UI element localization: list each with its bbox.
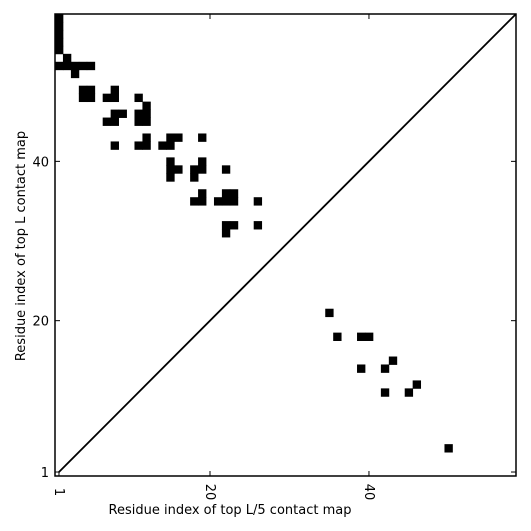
contact-cell-top-l (253, 221, 263, 230)
contact-cell-top-l5 (357, 364, 366, 373)
contact-cell-top-l (142, 117, 151, 126)
contact-cell-top-l (229, 197, 239, 206)
contact-cell-top-l5 (364, 332, 374, 341)
contact-cell-top-l5 (380, 364, 390, 373)
contact-cell-top-l (142, 109, 151, 118)
contact-cell-top-l (55, 45, 64, 55)
contact-cell-top-l (221, 229, 231, 238)
contact-cell-top-l (55, 21, 64, 31)
contact-cell-top-l5 (412, 380, 422, 389)
contact-cell-top-l (166, 157, 175, 166)
contact-cell-top-l (102, 93, 112, 103)
contact-cell-top-l (78, 93, 88, 103)
x-tick-label: 1 (51, 488, 66, 496)
contact-cell-top-l5 (357, 332, 366, 341)
contact-cell-top-l (134, 93, 143, 103)
contact-cell-top-l (78, 85, 88, 95)
contact-cell-top-l (198, 197, 207, 206)
contact-cell-top-l (229, 189, 239, 198)
contact-cell-top-l (198, 133, 207, 142)
contact-cell-top-l (110, 109, 119, 118)
contact-cell-top-l (62, 61, 72, 71)
x-axis-label: Residue index of top L/5 contact map (109, 503, 352, 518)
contact-cell-top-l (142, 141, 151, 150)
contact-cell-top-l (55, 29, 64, 39)
contact-cell-top-l (118, 109, 127, 118)
contact-cell-top-l (55, 61, 64, 71)
contact-cell-top-l5 (404, 388, 414, 397)
contact-cell-top-l (142, 101, 151, 110)
contact-cell-top-l (198, 157, 207, 166)
contact-cell-top-l (158, 141, 167, 150)
contact-cell-top-l (198, 165, 207, 174)
contact-cell-top-l (110, 141, 119, 150)
y-tick-label: 40 (32, 155, 49, 170)
contact-cell-top-l5 (388, 356, 398, 365)
contact-cell-top-l (110, 85, 119, 95)
contact-cell-top-l (166, 133, 175, 142)
y-tick-label: 20 (32, 315, 49, 330)
contact-cell-top-l (213, 197, 223, 206)
contact-cell-top-l (221, 165, 231, 174)
contact-cell-top-l (55, 37, 64, 47)
plot-frame (54, 13, 517, 477)
contact-cell-top-l (102, 117, 112, 126)
contact-cell-top-l5 (325, 308, 334, 318)
contact-cell-top-l (166, 173, 175, 182)
contact-cell-top-l (86, 93, 96, 103)
contact-cell-top-l (134, 117, 143, 126)
contact-cell-top-l (253, 197, 263, 206)
contact-cell-top-l5 (444, 444, 453, 453)
diagonal-line (58, 13, 517, 473)
x-tick-label: 40 (361, 484, 376, 501)
contact-cell-top-l (62, 53, 72, 63)
contact-cell-top-l (142, 133, 151, 142)
contact-cell-top-l (174, 133, 183, 142)
contact-cell-top-l (221, 197, 231, 206)
contact-cell-top-l (78, 61, 88, 71)
contact-cell-top-l (190, 173, 199, 182)
x-tick-label: 20 (202, 484, 217, 501)
y-tick-label: 1 (41, 466, 49, 481)
contact-cell-top-l (134, 141, 143, 150)
contact-cell-top-l (166, 141, 175, 150)
axis-ticks: 1 20 40 1 20 40 (32, 14, 516, 500)
contact-cell-top-l (166, 165, 175, 174)
contact-cell-top-l (174, 165, 183, 174)
contact-cell-top-l (221, 189, 231, 198)
contact-cell-top-l (221, 221, 231, 230)
contact-cell-top-l (110, 117, 119, 126)
contact-cells (55, 14, 453, 453)
contact-cell-top-l (70, 69, 80, 79)
contact-cell-top-l (198, 189, 207, 198)
contact-cell-top-l (70, 61, 80, 71)
contact-cell-top-l5 (380, 388, 390, 397)
contact-cell-top-l (190, 165, 199, 174)
contact-cell-top-l (134, 109, 143, 118)
contact-cell-top-l (86, 61, 96, 71)
contact-cell-top-l (86, 85, 96, 95)
y-axis-label: Residue index of top L contact map (14, 131, 29, 361)
contact-cell-top-l (110, 93, 119, 103)
contact-cell-top-l5 (333, 332, 342, 341)
contact-cell-top-l (190, 197, 199, 206)
contact-cell-top-l (229, 221, 239, 230)
